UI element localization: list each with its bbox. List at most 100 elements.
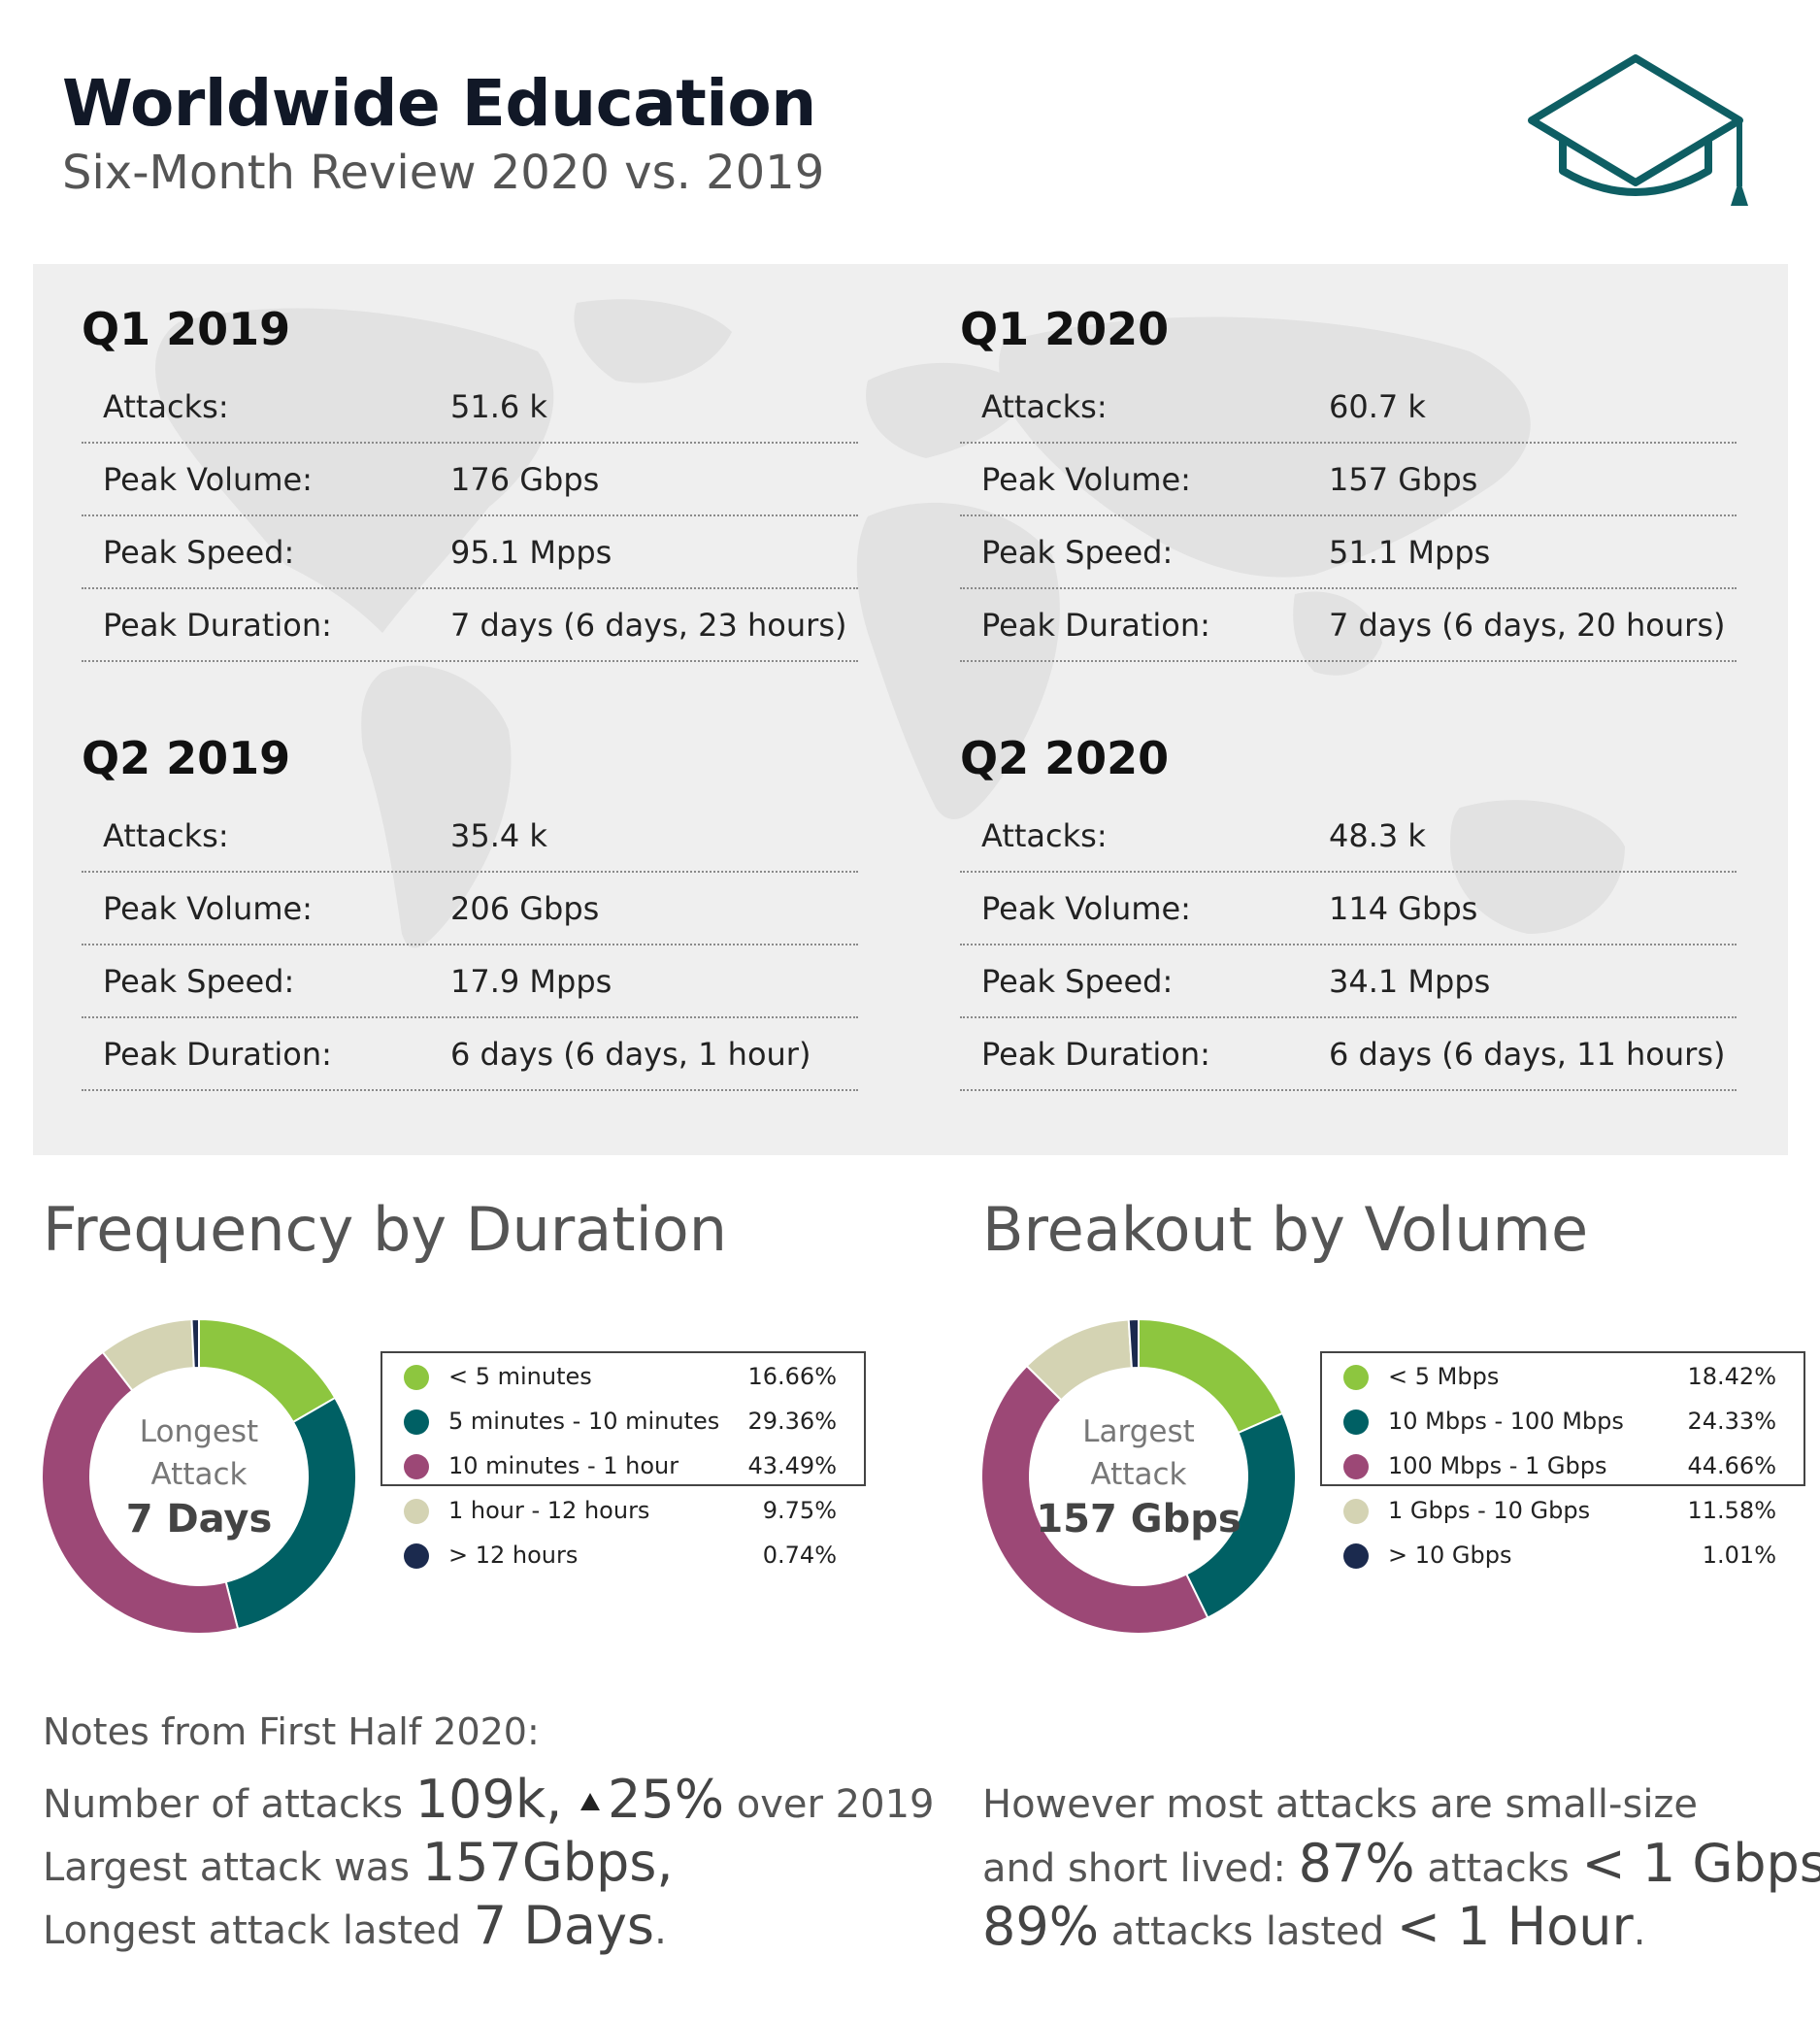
note-text: attacks lasted bbox=[1099, 1909, 1397, 1954]
donut-segment bbox=[41, 1350, 240, 1635]
stat-label: Attacks: bbox=[103, 388, 229, 425]
stat-value: 157 Gbps bbox=[1329, 461, 1478, 498]
stat-label: Attacks: bbox=[981, 817, 1108, 854]
stat-row-attacks: Attacks: 48.3 k bbox=[960, 800, 1737, 873]
legend-item: 5 minutes - 10 minutes 29.36% bbox=[381, 1400, 866, 1444]
donut-segment bbox=[224, 1396, 357, 1631]
legend-label: 10 Mbps - 100 Mbps bbox=[1388, 1408, 1624, 1435]
stat-label: Peak Duration: bbox=[103, 1036, 332, 1073]
legend-label: 10 minutes - 1 hour bbox=[448, 1452, 679, 1479]
donut-center: Longest Attack 7 Days bbox=[39, 1316, 359, 1637]
note-highlight: < 1 Hour bbox=[1396, 1896, 1634, 1957]
notes-left: Notes from First Half 2020: Number of at… bbox=[43, 1710, 934, 1956]
legend-swatch bbox=[1343, 1409, 1369, 1435]
center-value: 157 Gbps bbox=[1036, 1497, 1241, 1542]
legend-item: 10 minutes - 1 hour 43.49% bbox=[381, 1444, 866, 1489]
quarter-title: Q2 2020 bbox=[960, 732, 1170, 784]
legend-value: 44.66% bbox=[1687, 1452, 1776, 1479]
note-line-attacks: Number of attacks 109k, 25% over 2019 bbox=[43, 1769, 934, 1830]
quarter-title: Q1 2019 bbox=[82, 303, 291, 355]
legend-value: 16.66% bbox=[747, 1363, 837, 1390]
note-highlight: < 1 Gbps, bbox=[1581, 1833, 1820, 1894]
note-line-summary: However most attacks are small-size bbox=[982, 1782, 1699, 1827]
quarter-title: Q1 2020 bbox=[960, 303, 1170, 355]
notes-heading: Notes from First Half 2020: bbox=[43, 1710, 540, 1753]
legend-value: 24.33% bbox=[1687, 1408, 1776, 1435]
legend-value: 43.49% bbox=[747, 1452, 837, 1479]
legend-label: 5 minutes - 10 minutes bbox=[448, 1408, 720, 1435]
page-subtitle: Six-Month Review 2020 vs. 2019 bbox=[62, 146, 825, 200]
stat-value: 206 Gbps bbox=[450, 890, 600, 927]
note-highlight: 7 Days bbox=[473, 1895, 655, 1956]
donut-svg bbox=[980, 1317, 1297, 1635]
donut-segment bbox=[190, 1317, 200, 1370]
legend-label: < 5 Mbps bbox=[1388, 1363, 1500, 1390]
note-text: Number of attacks bbox=[43, 1782, 415, 1827]
legend-item: 1 Gbps - 10 Gbps 11.58% bbox=[1320, 1489, 1805, 1534]
stat-row-peak-duration: Peak Duration: 7 days (6 days, 23 hours) bbox=[82, 589, 858, 662]
note-highlight: 109k, bbox=[414, 1769, 563, 1830]
note-highlight: 87% bbox=[1298, 1833, 1415, 1894]
stat-row-peak-speed: Peak Speed: 17.9 Mpps bbox=[82, 945, 858, 1018]
stat-row-attacks: Attacks: 51.6 k bbox=[82, 371, 858, 444]
center-value: 7 Days bbox=[125, 1497, 273, 1542]
stat-label: Attacks: bbox=[981, 388, 1108, 425]
stat-value: 17.9 Mpps bbox=[450, 963, 612, 1000]
stat-label: Attacks: bbox=[103, 817, 229, 854]
legend-swatch bbox=[404, 1409, 429, 1435]
stat-label: Peak Volume: bbox=[981, 461, 1191, 498]
stat-label: Peak Volume: bbox=[981, 890, 1191, 927]
stat-label: Peak Duration: bbox=[981, 607, 1210, 644]
stat-label: Peak Duration: bbox=[103, 607, 332, 644]
legend-value: 11.58% bbox=[1687, 1497, 1776, 1524]
legend-item: < 5 minutes 16.66% bbox=[381, 1355, 866, 1400]
quarter-q2-2020: Q2 2020 Attacks: 48.3 k Peak Volume: 114 G… bbox=[960, 716, 1737, 1091]
stat-value: 60.7 k bbox=[1329, 388, 1426, 425]
legend-swatch bbox=[404, 1543, 429, 1569]
stat-value: 7 days (6 days, 23 hours) bbox=[450, 607, 847, 644]
legend-value: 0.74% bbox=[762, 1542, 837, 1569]
quarter-q2-2019: Q2 2019 Attacks: 35.4 k Peak Volume: 206 G… bbox=[82, 716, 858, 1091]
stat-label: Peak Speed: bbox=[103, 534, 295, 571]
legend-label: > 12 hours bbox=[448, 1542, 579, 1569]
legend-value: 29.36% bbox=[747, 1408, 837, 1435]
legend-label: > 10 Gbps bbox=[1388, 1542, 1512, 1569]
stat-row-peak-volume: Peak Volume: 114 Gbps bbox=[960, 873, 1737, 945]
note-highlight: 157Gbps, bbox=[421, 1832, 674, 1893]
stat-row-peak-volume: Peak Volume: 157 Gbps bbox=[960, 444, 1737, 516]
legend-value: 1.01% bbox=[1702, 1542, 1776, 1569]
stat-value: 51.6 k bbox=[450, 388, 547, 425]
note-text: Largest attack was bbox=[43, 1845, 422, 1890]
note-text: . bbox=[1633, 1909, 1646, 1954]
legend-item: > 12 hours 0.74% bbox=[381, 1534, 866, 1578]
stat-row-peak-speed: Peak Speed: 51.1 Mpps bbox=[960, 516, 1737, 589]
legend-swatch bbox=[1343, 1454, 1369, 1479]
world-map-background bbox=[155, 299, 1625, 948]
page-title: Worldwide Education bbox=[62, 66, 816, 141]
donut-segment bbox=[980, 1364, 1209, 1635]
legend-swatch bbox=[404, 1454, 429, 1479]
stat-value: 95.1 Mpps bbox=[450, 534, 612, 571]
legend-item: 100 Mbps - 1 Gbps 44.66% bbox=[1320, 1444, 1805, 1489]
stat-value: 6 days (6 days, 11 hours) bbox=[1329, 1036, 1726, 1073]
stat-label: Peak Volume: bbox=[103, 890, 313, 927]
note-highlight: 25% bbox=[608, 1769, 725, 1830]
stat-value: 34.1 Mpps bbox=[1329, 963, 1491, 1000]
stat-value: 48.3 k bbox=[1329, 817, 1426, 854]
legend-label: 1 hour - 12 hours bbox=[448, 1497, 650, 1524]
legend-swatch bbox=[404, 1499, 429, 1524]
note-text: . bbox=[654, 1908, 667, 1953]
note-text: and short lived: bbox=[982, 1846, 1299, 1891]
stat-label: Peak Duration: bbox=[981, 1036, 1210, 1073]
stat-row-peak-speed: Peak Speed: 34.1 Mpps bbox=[960, 945, 1737, 1018]
legend-item: < 5 Mbps 18.42% bbox=[1320, 1355, 1805, 1400]
stat-value: 7 days (6 days, 20 hours) bbox=[1329, 607, 1726, 644]
chart-title-volume: Breakout by Volume bbox=[982, 1194, 1589, 1265]
stat-label: Peak Speed: bbox=[981, 963, 1174, 1000]
chart-title-duration: Frequency by Duration bbox=[43, 1194, 728, 1265]
center-label-line2: Attack bbox=[150, 1457, 248, 1492]
legend-value: 9.75% bbox=[762, 1497, 837, 1524]
stat-value: 51.1 Mpps bbox=[1329, 534, 1491, 571]
legend-label: < 5 minutes bbox=[448, 1363, 592, 1390]
legend-highlight-box bbox=[381, 1351, 866, 1486]
